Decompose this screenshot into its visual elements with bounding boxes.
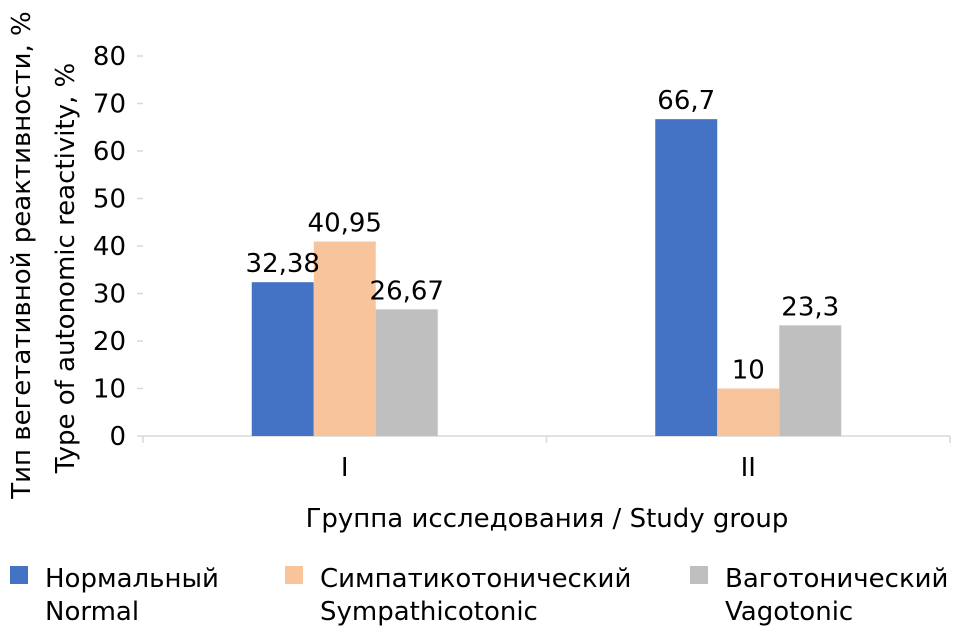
legend-label: Симпатикотонический bbox=[320, 564, 631, 594]
data-label: 10 bbox=[732, 356, 765, 386]
legend-swatch bbox=[10, 566, 28, 584]
data-label: 66,7 bbox=[657, 86, 715, 116]
y-tick-label: 50 bbox=[93, 185, 126, 215]
y-tick-label: 70 bbox=[93, 90, 126, 120]
bar bbox=[655, 119, 718, 437]
bar bbox=[251, 282, 314, 436]
y-tick-label: 60 bbox=[93, 137, 126, 167]
x-category-label: II bbox=[741, 453, 756, 483]
bar bbox=[313, 241, 376, 436]
data-label: 26,67 bbox=[370, 276, 444, 306]
bar bbox=[779, 325, 842, 436]
y-tick-label: 40 bbox=[93, 232, 126, 262]
data-label: 40,95 bbox=[308, 208, 382, 238]
data-labels-group: 32,38 40,95 26,67 66,7 10 23,3 bbox=[246, 86, 840, 385]
y-tick-label: 30 bbox=[93, 280, 126, 310]
x-category-label: I bbox=[341, 453, 349, 483]
y-tick-label: 0 bbox=[109, 422, 126, 452]
bar bbox=[375, 309, 438, 436]
y-axis-title-ru: Тип вегетативной реактивности, % bbox=[7, 11, 37, 500]
x-axis-title: Группа исследования / Study group bbox=[306, 504, 789, 534]
y-axis: 0 10 20 30 40 50 60 70 80 bbox=[93, 42, 143, 452]
legend-label: Ваготонический bbox=[725, 564, 948, 594]
y-axis-title-en: Type of autonomic reactivity, % bbox=[51, 63, 81, 475]
bar bbox=[717, 388, 780, 436]
legend-label-en: Vagotonic bbox=[725, 597, 853, 627]
legend-label-en: Sympathicotonic bbox=[320, 597, 538, 627]
y-tick-label: 80 bbox=[93, 42, 126, 72]
data-label: 23,3 bbox=[781, 292, 839, 322]
legend-swatch bbox=[285, 566, 303, 584]
y-tick-label: 10 bbox=[93, 375, 126, 405]
x-axis-ticks bbox=[142, 436, 951, 443]
legend-label-en: Normal bbox=[45, 597, 139, 627]
x-axis-category-labels: I II bbox=[341, 453, 756, 483]
legend-label: Нормальный bbox=[45, 564, 219, 594]
data-label: 32,38 bbox=[246, 249, 320, 279]
y-tick-label: 20 bbox=[93, 327, 126, 357]
legend-swatch bbox=[690, 566, 708, 584]
bars-group bbox=[251, 119, 842, 437]
